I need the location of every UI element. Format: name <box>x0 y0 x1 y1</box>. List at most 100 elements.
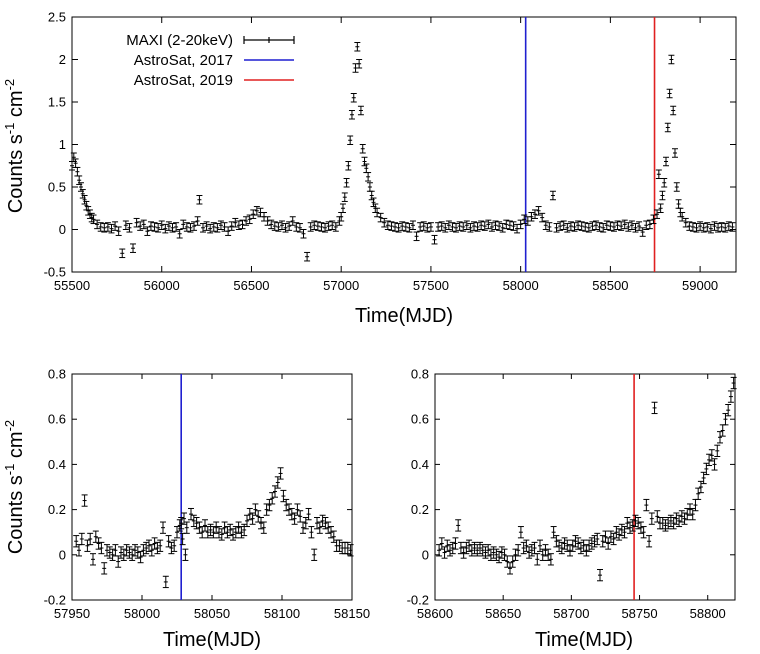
data-point <box>457 541 464 555</box>
data-point <box>597 568 603 582</box>
data-point <box>140 219 147 230</box>
data-point <box>322 517 329 530</box>
data-point <box>466 539 473 552</box>
data-point <box>477 541 483 555</box>
data-point <box>621 219 628 230</box>
data-point <box>94 219 101 230</box>
reference-lines-top <box>524 17 656 272</box>
data-point <box>97 222 104 232</box>
data-point <box>610 532 617 546</box>
data-point <box>120 548 127 561</box>
data-point <box>424 223 431 233</box>
data-point <box>348 110 355 120</box>
data-point <box>356 59 363 69</box>
data-point <box>553 223 560 233</box>
data-point <box>493 548 500 561</box>
data-point <box>147 221 154 231</box>
data-point <box>470 221 477 231</box>
data-point <box>682 217 689 228</box>
data-point <box>515 544 522 557</box>
data-point <box>291 512 298 525</box>
y-tick-label: 0.8 <box>48 367 66 382</box>
data-point <box>228 221 235 231</box>
data-point <box>275 222 282 232</box>
data-point <box>490 546 497 559</box>
data-point <box>654 209 661 219</box>
data-point <box>675 199 682 209</box>
data-point <box>561 537 568 550</box>
data-point <box>588 537 595 550</box>
data-point <box>444 539 451 552</box>
data-point <box>715 223 722 233</box>
data-point <box>123 544 130 557</box>
data-point <box>671 148 678 158</box>
data-point <box>151 222 158 232</box>
data-point <box>453 223 460 233</box>
data-point <box>224 526 231 539</box>
data-point <box>546 222 553 232</box>
data-point <box>173 222 180 232</box>
data-point <box>178 517 185 530</box>
data-point <box>194 216 201 226</box>
data-point <box>616 528 623 541</box>
data-point <box>74 166 81 177</box>
data-point <box>249 512 256 525</box>
data-point <box>118 546 124 559</box>
data-point <box>534 553 541 566</box>
data-point <box>625 222 632 232</box>
data-point <box>176 519 183 532</box>
data-point <box>155 223 162 233</box>
data-point <box>297 510 304 523</box>
data-point <box>133 217 140 228</box>
data-point <box>468 544 475 557</box>
data-point <box>492 220 499 230</box>
data-point <box>188 507 194 521</box>
data-point <box>134 546 141 559</box>
data-point <box>594 532 601 546</box>
data-point <box>216 526 222 539</box>
x-tick-label: 58100 <box>264 606 300 621</box>
data-point <box>504 555 511 568</box>
data-point <box>438 537 445 550</box>
data-point <box>286 221 293 231</box>
data-point <box>81 494 88 507</box>
data-point <box>681 512 688 525</box>
x-tick-label: 57500 <box>413 278 449 293</box>
data-point <box>76 544 82 557</box>
data-point <box>269 492 276 505</box>
data-point <box>203 221 210 231</box>
x-tick-label: 56500 <box>233 278 269 293</box>
data-point <box>73 535 80 548</box>
data-point <box>703 462 710 476</box>
y-tick-label: -0.2 <box>44 593 66 608</box>
x-tick-label: 58800 <box>690 606 726 621</box>
data-point <box>558 541 565 555</box>
data-point <box>692 498 699 512</box>
data-point <box>182 548 189 561</box>
data-point <box>436 544 443 557</box>
data-point <box>196 195 203 205</box>
data-point <box>727 390 734 403</box>
data-point <box>572 535 579 548</box>
data-point <box>635 517 642 530</box>
data-point <box>158 220 165 230</box>
data-point <box>384 220 391 230</box>
data-point <box>365 172 372 182</box>
data-point <box>230 528 236 541</box>
data-point <box>239 219 246 230</box>
data-point <box>115 226 122 236</box>
x-tick-label: 55500 <box>54 278 90 293</box>
data-point <box>528 212 535 222</box>
data-point <box>526 546 533 559</box>
data-point <box>578 221 585 231</box>
data-point <box>503 219 510 230</box>
x-tick-label: 57000 <box>323 278 359 293</box>
data-point <box>84 539 91 552</box>
x-tick-label: 58150 <box>334 606 370 621</box>
data-point <box>441 546 448 559</box>
data-point <box>90 214 97 225</box>
data-point <box>207 223 214 234</box>
data-point <box>325 221 332 231</box>
data-point <box>250 209 257 219</box>
data-point <box>684 507 691 521</box>
